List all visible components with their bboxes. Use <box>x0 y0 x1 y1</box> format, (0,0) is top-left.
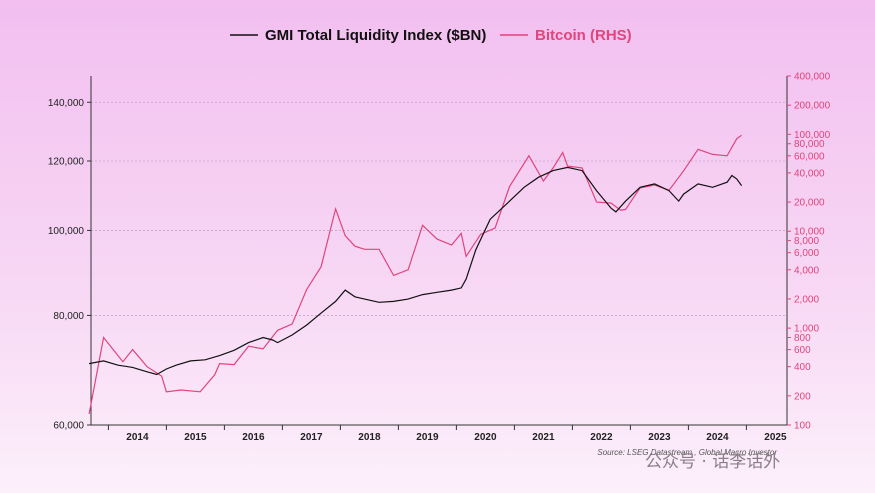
right-tick-label-10000: 10,000 <box>794 227 825 238</box>
gridlines <box>91 101 787 316</box>
right-tick-label-2000: 2,000 <box>794 294 819 305</box>
right-tick-label-4000: 4,000 <box>794 265 819 276</box>
watermark: 公众号 · 话李话外 <box>645 452 780 472</box>
left-tick-label-100000: 100,000 <box>48 226 85 237</box>
right-tick-label-20000: 20,000 <box>794 198 825 209</box>
right-tick-label-1000: 1,000 <box>794 324 819 335</box>
x-tick-label-2017: 2017 <box>300 432 323 443</box>
right-tick-label-400: 400 <box>794 362 811 373</box>
x-tick-label-2016: 2016 <box>242 432 265 443</box>
x-tick-label-2023: 2023 <box>648 432 671 443</box>
left-axis-ticks: 60,000 80,000 100,000 120,000 140,000 <box>48 98 91 432</box>
legend-label-bitcoin: Bitcoin (RHS) <box>535 27 632 44</box>
series-line-liquidity <box>88 166 743 376</box>
right-tick-label-100000: 100,000 <box>794 130 831 141</box>
right-tick-label-100: 100 <box>794 421 811 432</box>
left-tick-label-140000: 140,000 <box>48 98 85 109</box>
left-tick-label-60000: 60,000 <box>53 421 84 432</box>
right-tick-label-6000: 6,000 <box>794 248 819 259</box>
right-tick-label-8000: 8,000 <box>794 236 819 247</box>
x-tick-label-2014: 2014 <box>126 432 149 443</box>
right-tick-label-200000: 200,000 <box>794 101 831 112</box>
right-tick-label-200: 200 <box>794 391 811 402</box>
legend: GMI Total Liquidity Index ($BN) Bitcoin … <box>230 27 632 44</box>
right-tick-label-40000: 40,000 <box>794 168 825 179</box>
x-tick-label-2024: 2024 <box>706 432 729 443</box>
x-tick-label-2018: 2018 <box>358 432 381 443</box>
right-tick-label-600: 600 <box>794 345 811 356</box>
right-tick-label-800: 800 <box>794 333 811 344</box>
x-tick-label-2021: 2021 <box>532 432 555 443</box>
x-tick-label-2020: 2020 <box>474 432 497 443</box>
right-tick-label-80000: 80,000 <box>794 139 825 150</box>
legend-label-liquidity: GMI Total Liquidity Index ($BN) <box>265 27 486 44</box>
series-line-bitcoin <box>88 134 742 415</box>
x-axis-ticks: 2014 2015 2016 2017 2018 2019 2020 2021 2022 2023… <box>107 425 787 443</box>
source-note: Source: LSEG Datastream , Global Macro I… <box>597 448 777 457</box>
x-tick-label-2025: 2025 <box>764 432 787 443</box>
x-tick-label-2022: 2022 <box>590 432 613 443</box>
right-tick-label-60000: 60,000 <box>794 151 825 162</box>
right-tick-label-400000: 400,000 <box>794 72 831 83</box>
x-tick-label-2019: 2019 <box>416 432 439 443</box>
x-tick-label-2015: 2015 <box>184 432 207 443</box>
left-tick-label-80000: 80,000 <box>53 311 84 322</box>
left-tick-label-120000: 120,000 <box>48 156 85 167</box>
